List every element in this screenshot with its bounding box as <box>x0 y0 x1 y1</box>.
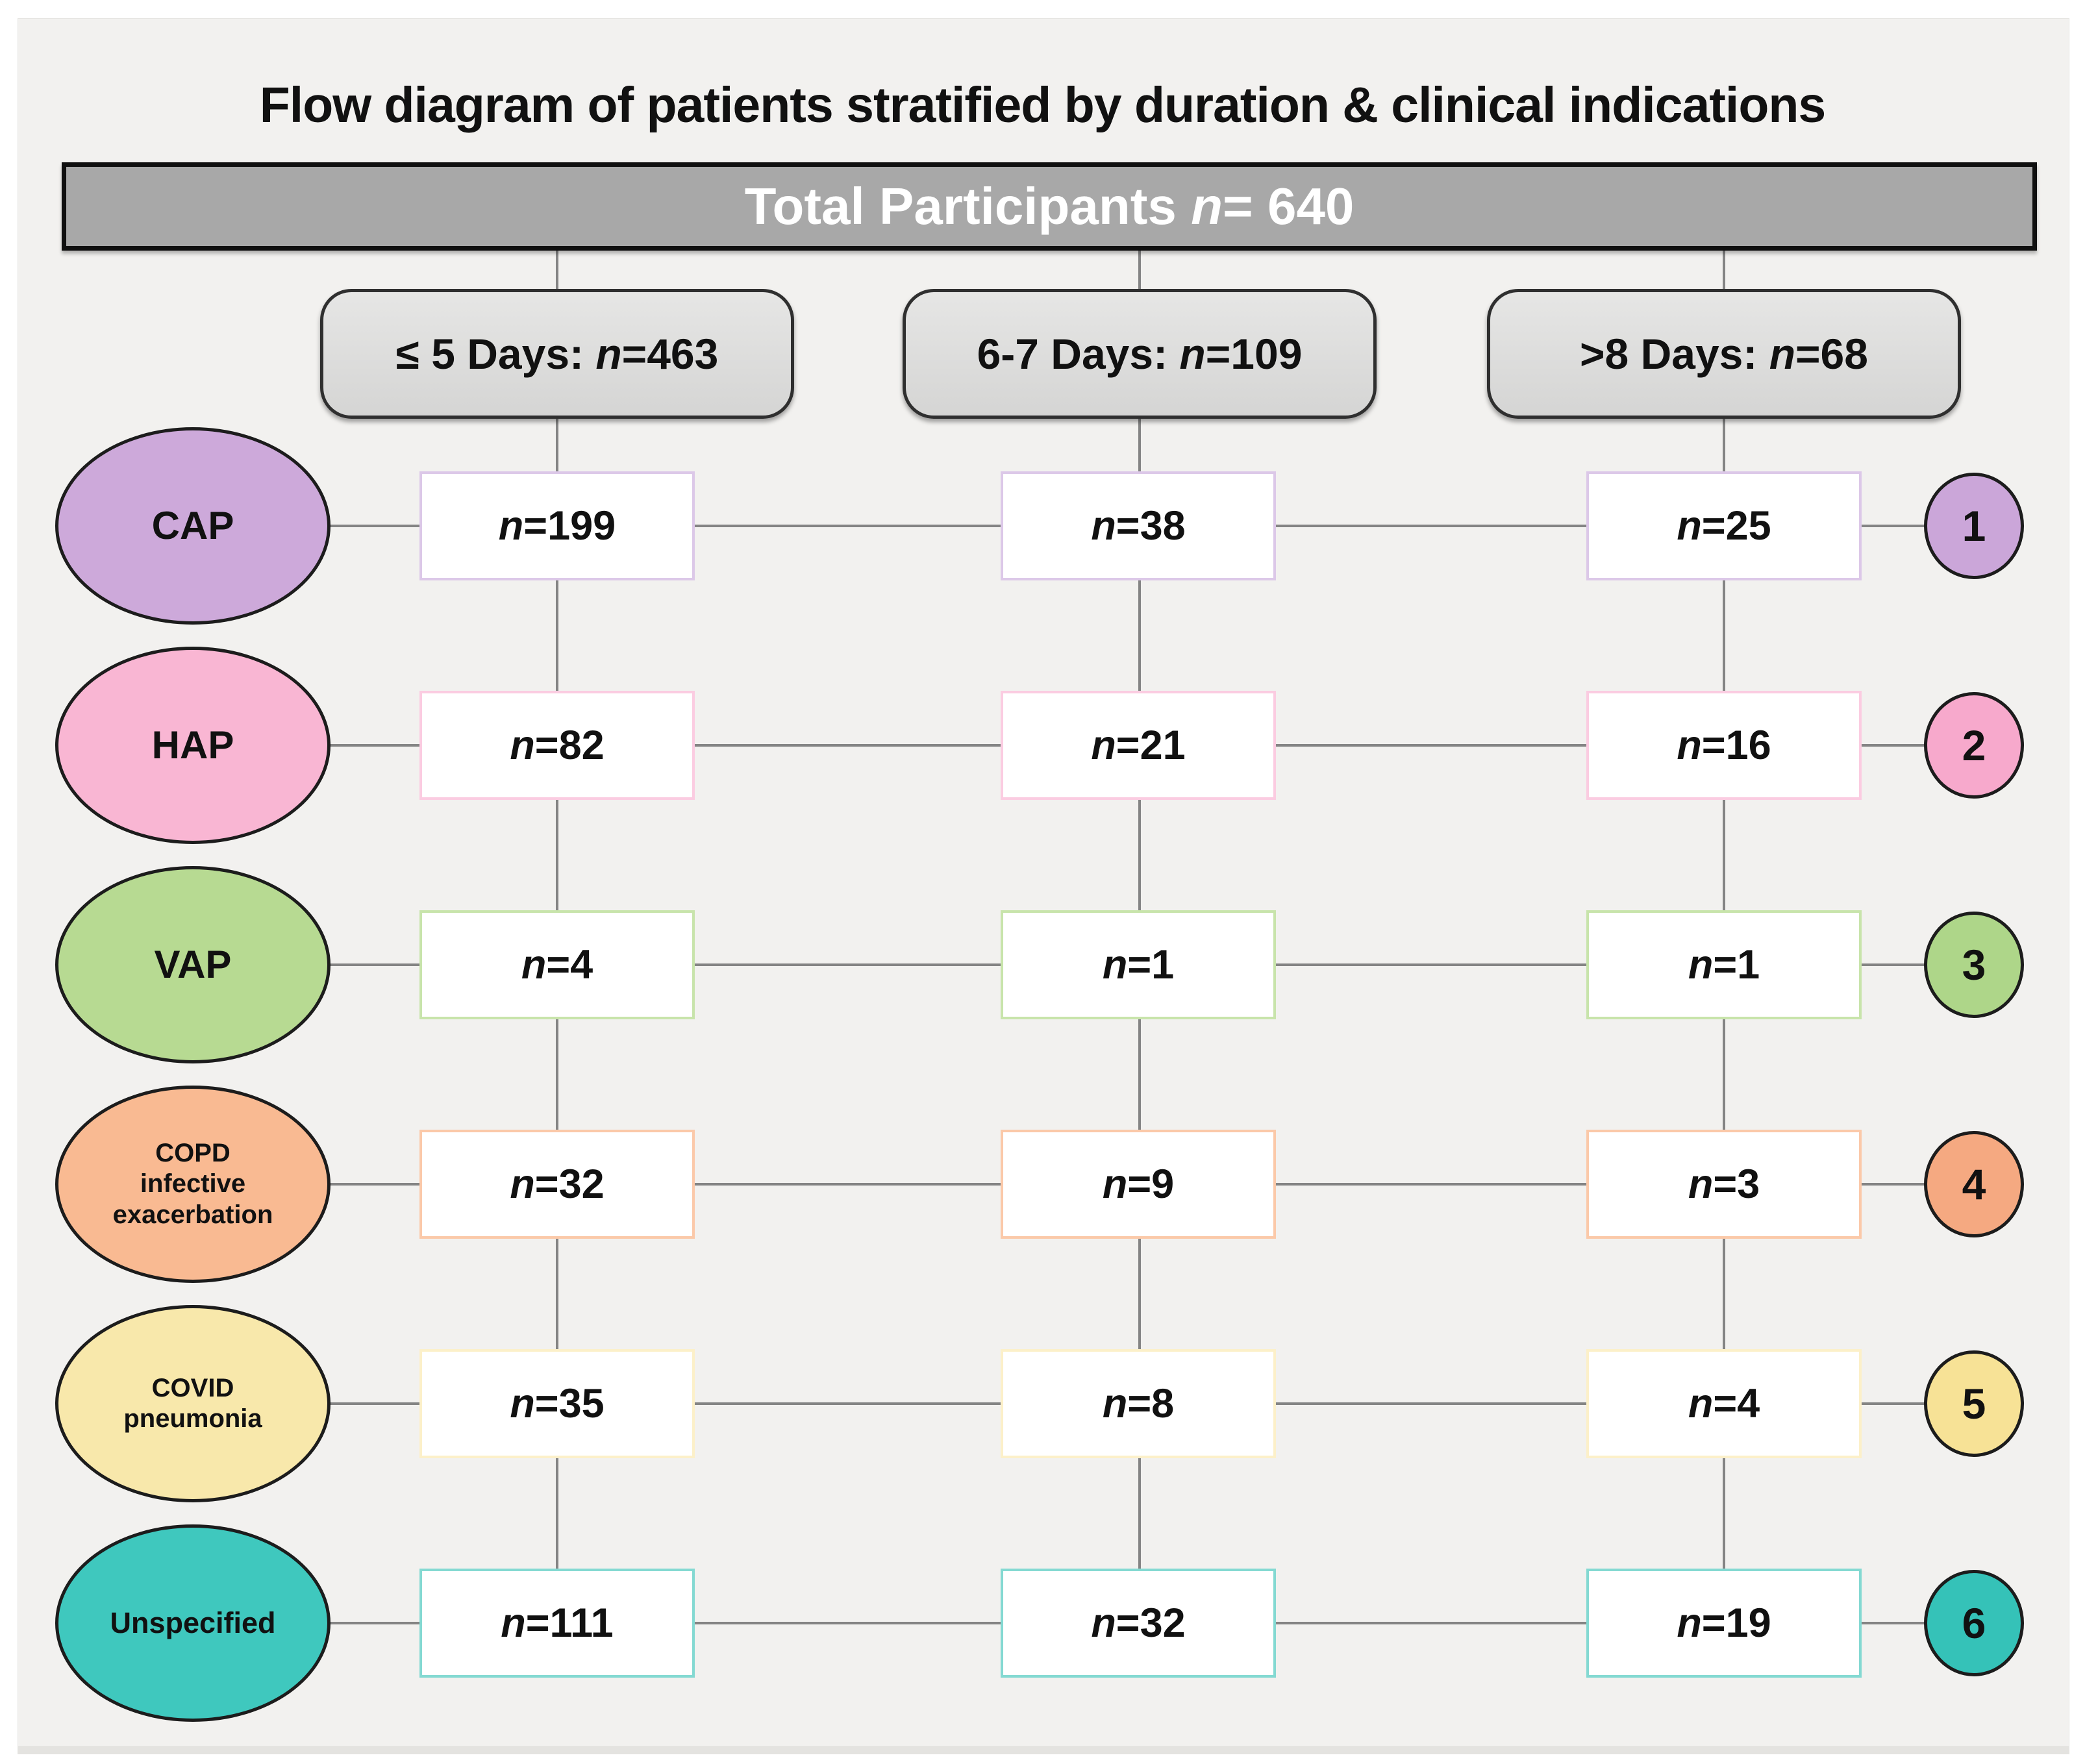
count-box-covid-pneumonia-le5days: n=35 <box>419 1349 695 1458</box>
count-box-hap-6-7days: n=21 <box>1001 691 1276 800</box>
count-box-hap-gt8days: n=16 <box>1586 691 1862 800</box>
count-box-unspecified-le5days: n=111 <box>419 1569 695 1678</box>
total-participants-banner: Total Participants n= 640 <box>62 162 2037 251</box>
figure-background-panel <box>18 18 2069 1746</box>
count-box-copd-infective-exacerbation-le5days: n=32 <box>419 1130 695 1239</box>
duration-box-le-5-days: ≤ 5 Days: n=463 <box>320 289 794 419</box>
duration-n-value: n=109 <box>1179 330 1303 378</box>
count-box-unspecified-6-7days: n=32 <box>1001 1569 1276 1678</box>
duration-label: ≤ 5 Days: <box>395 330 596 378</box>
category-ellipse-vap: VAP <box>55 866 331 1063</box>
duration-box-6-7-days: 6-7 Days: n=109 <box>903 289 1377 419</box>
count-box-unspecified-gt8days: n=19 <box>1586 1569 1862 1678</box>
count-box-vap-6-7days: n=1 <box>1001 910 1276 1019</box>
category-ellipse-covid-pneumonia: COVID pneumonia <box>55 1305 331 1502</box>
category-label: VAP <box>154 942 232 986</box>
count-box-cap-gt8days: n=25 <box>1586 471 1862 580</box>
category-ellipse-cap: CAP <box>55 427 331 625</box>
count-box-covid-pneumonia-6-7days: n=8 <box>1001 1349 1276 1458</box>
banner-label: Total Participants <box>744 177 1192 235</box>
group-number-circle-5: 5 <box>1924 1350 2024 1457</box>
duration-label: >8 Days: <box>1580 330 1769 378</box>
group-number-circle-2: 2 <box>1924 692 2024 799</box>
count-box-copd-infective-exacerbation-gt8days: n=3 <box>1586 1130 1862 1239</box>
duration-box-gt-8-days: >8 Days: n=68 <box>1487 289 1961 419</box>
group-number-circle-1: 1 <box>1924 473 2024 579</box>
group-number-circle-6: 6 <box>1924 1570 2024 1676</box>
duration-label: 6-7 Days: <box>977 330 1180 378</box>
duration-n-value: n=68 <box>1769 330 1868 378</box>
count-box-vap-le5days: n=4 <box>419 910 695 1019</box>
figure-title: Flow diagram of patients stratified by d… <box>259 77 1826 133</box>
category-label: HAP <box>151 723 234 767</box>
category-label: Unspecified <box>110 1606 276 1640</box>
banner-n-value: n= 640 <box>1191 177 1355 235</box>
category-label: CAP <box>151 503 234 547</box>
duration-n-value: n=463 <box>595 330 719 378</box>
count-box-cap-6-7days: n=38 <box>1001 471 1276 580</box>
count-box-hap-le5days: n=82 <box>419 691 695 800</box>
count-box-copd-infective-exacerbation-6-7days: n=9 <box>1001 1130 1276 1239</box>
count-box-cap-le5days: n=199 <box>419 471 695 580</box>
category-ellipse-unspecified: Unspecified <box>55 1524 331 1722</box>
group-number-circle-4: 4 <box>1924 1131 2024 1237</box>
category-label: COVID pneumonia <box>123 1373 262 1433</box>
count-box-covid-pneumonia-gt8days: n=4 <box>1586 1349 1862 1458</box>
category-ellipse-hap: HAP <box>55 647 331 844</box>
count-box-vap-gt8days: n=1 <box>1586 910 1862 1019</box>
group-number-circle-3: 3 <box>1924 912 2024 1018</box>
category-ellipse-copd-infective-exacerbation: COPD infective exacerbation <box>55 1086 331 1283</box>
category-label: COPD infective exacerbation <box>112 1139 273 1229</box>
